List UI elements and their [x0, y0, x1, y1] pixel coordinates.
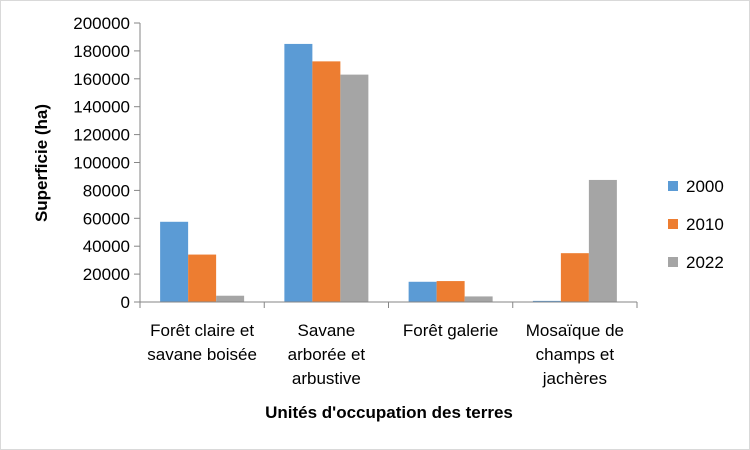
x-axis-category-labels: Forêt claire et savane boisée Savane arboré… [147, 321, 624, 388]
bar-2010-2 [436, 281, 465, 302]
y-tick-label: 120000 [73, 126, 130, 145]
y-tick-label: 0 [121, 293, 130, 312]
x-category-label-line: Mosaïque de [526, 321, 624, 340]
y-tick-label: 40000 [83, 237, 130, 256]
y-tick-label: 160000 [73, 70, 130, 89]
x-category-label-line: Forêt galerie [403, 321, 498, 340]
x-axis-title: Unités d'occupation des terres [265, 403, 513, 422]
bar-2022-0 [216, 295, 245, 302]
bar-2010-3 [560, 253, 589, 302]
legend-label-2000: 2000 [686, 177, 724, 196]
bars [160, 43, 617, 303]
bar-2022-3 [588, 179, 617, 302]
x-category-label-line: Savane [298, 321, 356, 340]
x-category-label-line: arborée et [288, 345, 366, 364]
legend-label-2022: 2022 [686, 253, 724, 272]
y-tick-label: 140000 [73, 98, 130, 117]
legend-swatch-2022 [668, 257, 678, 267]
bar-2000-3 [532, 300, 561, 302]
y-axis-ticks: 0 20000 40000 60000 80000 100000 120000 140000 1… [73, 14, 140, 312]
bar-2000-1 [284, 43, 313, 303]
y-tick-label: 80000 [83, 181, 130, 200]
y-tick-label: 20000 [83, 265, 130, 284]
legend-swatch-2010 [668, 219, 678, 229]
x-category-label-line: arbustive [292, 369, 361, 388]
y-tick-label: 100000 [73, 154, 130, 173]
bar-2000-0 [160, 221, 189, 302]
bar-2022-2 [464, 296, 493, 302]
x-category-label-line: jachères [542, 369, 607, 388]
x-category-label-line: savane boisée [147, 345, 257, 364]
legend: 2000 2010 2022 [668, 177, 724, 272]
x-category-label: Forêt claire et savane boisée [147, 321, 257, 364]
x-category-label-line: champs et [536, 345, 615, 364]
bar-2022-1 [340, 74, 369, 303]
axes [139, 23, 638, 308]
bar-2000-2 [408, 281, 437, 302]
x-category-label: Mosaïque de champs et jachères [526, 321, 624, 388]
x-category-label-line: Forêt claire et [150, 321, 254, 340]
y-axis-title: Superficie (ha) [32, 104, 51, 222]
bar-2010-1 [312, 61, 341, 302]
y-tick-label: 180000 [73, 42, 130, 61]
y-tick-label: 200000 [73, 14, 130, 33]
x-category-label: Savane arborée et arbustive [288, 321, 366, 388]
x-category-label: Forêt galerie [403, 321, 498, 340]
y-tick-label: 60000 [83, 209, 130, 228]
bar-2010-0 [188, 254, 217, 302]
legend-label-2010: 2010 [686, 215, 724, 234]
legend-swatch-2000 [668, 181, 678, 191]
